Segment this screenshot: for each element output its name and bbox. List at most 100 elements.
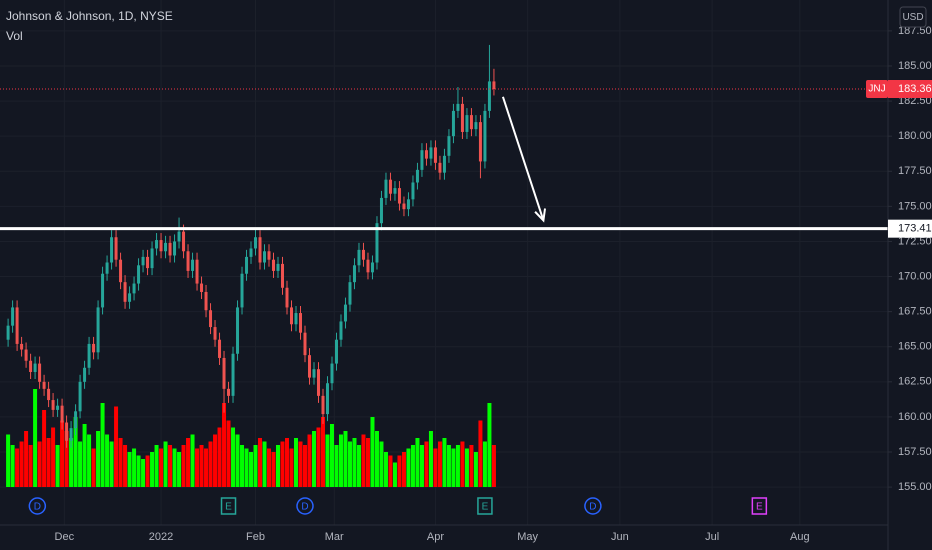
symbol-label: JNJ xyxy=(868,84,885,95)
candle-body xyxy=(294,313,298,325)
candle-body xyxy=(168,242,172,256)
volume-bar xyxy=(37,441,42,487)
volume-bar xyxy=(343,431,348,487)
candle-body xyxy=(397,188,401,204)
candle-body xyxy=(227,388,231,396)
volume-bar xyxy=(401,452,406,487)
candle-body xyxy=(487,81,491,111)
volume-bar xyxy=(82,424,87,487)
candle-body xyxy=(393,188,397,194)
volume-bar xyxy=(294,438,298,487)
candle-body xyxy=(218,339,222,358)
candle-body xyxy=(424,150,428,159)
volume-bar xyxy=(154,445,159,487)
y-tick-label: 162.50 xyxy=(898,376,932,388)
volume-bar xyxy=(145,455,150,487)
candle-body xyxy=(245,256,249,274)
volume-bar xyxy=(55,445,60,487)
candle-body xyxy=(411,182,415,200)
volume-bar xyxy=(235,434,240,487)
volume-bar xyxy=(46,438,51,487)
hline-label-box xyxy=(888,219,932,238)
volume-bar xyxy=(226,420,231,487)
volume-pane xyxy=(6,389,496,487)
volume-bar xyxy=(258,438,263,487)
volume-bar xyxy=(15,448,20,487)
candle-body xyxy=(334,339,338,364)
candle-body xyxy=(29,360,33,372)
currency[interactable]: USD xyxy=(902,12,923,23)
event-icon xyxy=(28,497,47,515)
candle-body xyxy=(303,332,307,356)
candle-body xyxy=(60,405,64,423)
candle-body xyxy=(402,203,406,210)
y-tick-label: 187.50 xyxy=(898,25,932,37)
candle-body xyxy=(96,307,100,353)
volume-bar xyxy=(177,452,182,487)
volume-bar xyxy=(424,441,429,487)
candle-body xyxy=(339,321,343,340)
volume-bar xyxy=(383,452,388,487)
y-tick-label: 177.50 xyxy=(898,165,932,177)
candle-body xyxy=(141,256,145,266)
volume-bar xyxy=(374,431,379,487)
x-tick-label: Jun xyxy=(611,531,629,543)
volume-bar xyxy=(316,427,321,487)
volume-bar xyxy=(253,445,258,487)
event-label: D xyxy=(301,502,308,513)
volume-bar xyxy=(388,455,393,487)
candle-body xyxy=(325,383,329,415)
volume-bar xyxy=(334,445,339,487)
candle-body xyxy=(132,283,136,294)
candle-body xyxy=(258,237,262,263)
candle-body xyxy=(290,307,294,325)
volume-bar xyxy=(118,438,123,487)
volume-bar xyxy=(150,452,155,487)
candle-body xyxy=(469,115,473,130)
candle-body xyxy=(119,259,123,283)
x-tick-label: Dec xyxy=(55,531,75,543)
candle-body xyxy=(379,197,383,224)
candle-body xyxy=(460,103,464,132)
volume-bar xyxy=(96,431,101,487)
volume-bar xyxy=(244,448,249,487)
volume-bar xyxy=(410,445,415,487)
x-tick-label: Jul xyxy=(705,531,719,543)
event-label: D xyxy=(589,502,596,513)
last-price-box xyxy=(888,79,932,98)
candle-body xyxy=(155,240,159,249)
volume-bar xyxy=(482,441,487,487)
candle-body xyxy=(361,249,365,260)
symbol-box xyxy=(866,79,888,98)
candle-body xyxy=(478,122,482,162)
candle-body xyxy=(114,237,118,260)
volume-bar xyxy=(33,389,38,487)
volume-bar xyxy=(168,445,173,487)
candle-body xyxy=(316,369,320,396)
volume-bar xyxy=(105,434,110,487)
x-tick-label: Aug xyxy=(790,531,810,543)
candle-body xyxy=(159,240,163,252)
candle-body xyxy=(438,162,442,173)
candle-body xyxy=(204,291,208,311)
candle-body xyxy=(406,199,410,210)
volume-bar xyxy=(100,403,105,487)
volume-bar xyxy=(127,452,132,487)
volume-bar xyxy=(249,452,254,487)
candle-body xyxy=(42,381,46,389)
candle-body xyxy=(343,304,347,322)
volume-bar xyxy=(392,462,397,487)
volume-bar xyxy=(285,438,290,487)
volume-bar xyxy=(181,445,186,487)
candle-body xyxy=(249,248,253,257)
candle-body xyxy=(388,179,392,194)
candle-body xyxy=(357,249,361,266)
volume-bar xyxy=(280,441,285,487)
volume-bar xyxy=(136,455,141,487)
candle-body xyxy=(87,343,91,368)
volume-bar xyxy=(298,441,303,487)
volume-bar xyxy=(419,445,424,487)
candle-body xyxy=(492,81,496,89)
currency-box[interactable] xyxy=(899,6,927,28)
